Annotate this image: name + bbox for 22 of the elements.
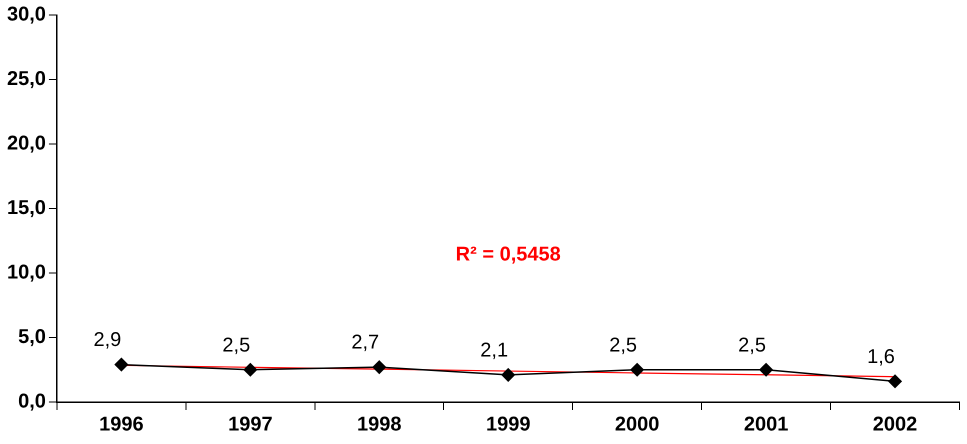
y-tick-label: 0,0 (18, 390, 46, 413)
x-tick-label: 1999 (486, 414, 530, 436)
x-tick-label: 2000 (614, 414, 660, 436)
x-tick-label: 2001 (744, 414, 788, 436)
y-tick-label: 25,0 (6, 68, 46, 90)
annotation: R² = 0,5458 (456, 243, 561, 266)
data-label: 2,1 (480, 339, 508, 362)
x-tick-label: 1996 (99, 414, 144, 436)
data-label: 2,9 (93, 329, 122, 352)
data-label: 1,6 (867, 346, 895, 368)
data-label: 2,7 (351, 332, 380, 354)
x-tick-label: 1998 (357, 414, 402, 436)
data-label: 2,5 (738, 334, 766, 356)
data-label: 2,5 (222, 334, 250, 356)
x-tick-label: 2002 (872, 414, 918, 436)
y-tick-label: 20,0 (6, 132, 46, 155)
data-label: 2,5 (609, 334, 638, 356)
y-tick-label: 5,0 (18, 326, 46, 348)
y-tick-label: 15,0 (6, 197, 46, 220)
x-tick-label: 1997 (228, 414, 273, 436)
y-tick-label: 30,0 (6, 4, 46, 26)
y-tick-label: 10,0 (6, 262, 46, 284)
